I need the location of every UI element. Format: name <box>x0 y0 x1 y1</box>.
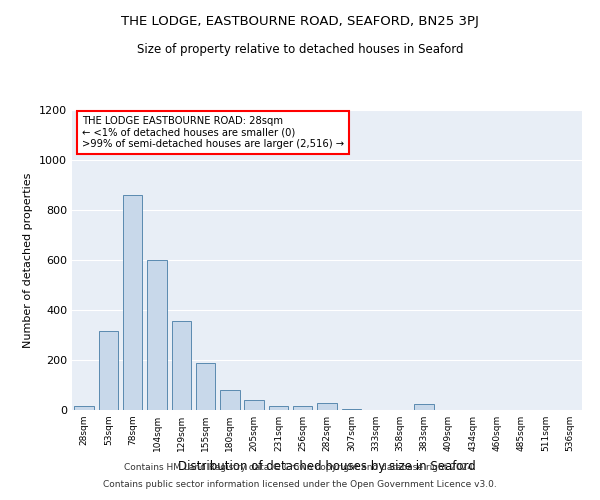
Text: Contains HM Land Registry data © Crown copyright and database right 2024.: Contains HM Land Registry data © Crown c… <box>124 464 476 472</box>
Text: Size of property relative to detached houses in Seaford: Size of property relative to detached ho… <box>137 42 463 56</box>
Text: THE LODGE, EASTBOURNE ROAD, SEAFORD, BN25 3PJ: THE LODGE, EASTBOURNE ROAD, SEAFORD, BN2… <box>121 15 479 28</box>
Y-axis label: Number of detached properties: Number of detached properties <box>23 172 34 348</box>
Bar <box>123 195 142 410</box>
Bar <box>172 322 191 410</box>
Bar <box>317 402 337 410</box>
Bar <box>415 404 434 410</box>
Bar <box>244 400 264 410</box>
Bar <box>147 260 167 410</box>
Bar <box>220 390 239 410</box>
Bar <box>99 331 118 410</box>
X-axis label: Distribution of detached houses by size in Seaford: Distribution of detached houses by size … <box>178 460 476 472</box>
Bar <box>196 362 215 410</box>
Bar <box>269 406 288 410</box>
Bar <box>74 406 94 410</box>
Text: Contains public sector information licensed under the Open Government Licence v3: Contains public sector information licen… <box>103 480 497 489</box>
Bar <box>341 409 361 410</box>
Bar <box>293 406 313 410</box>
Text: THE LODGE EASTBOURNE ROAD: 28sqm
← <1% of detached houses are smaller (0)
>99% o: THE LODGE EASTBOURNE ROAD: 28sqm ← <1% o… <box>82 116 344 149</box>
